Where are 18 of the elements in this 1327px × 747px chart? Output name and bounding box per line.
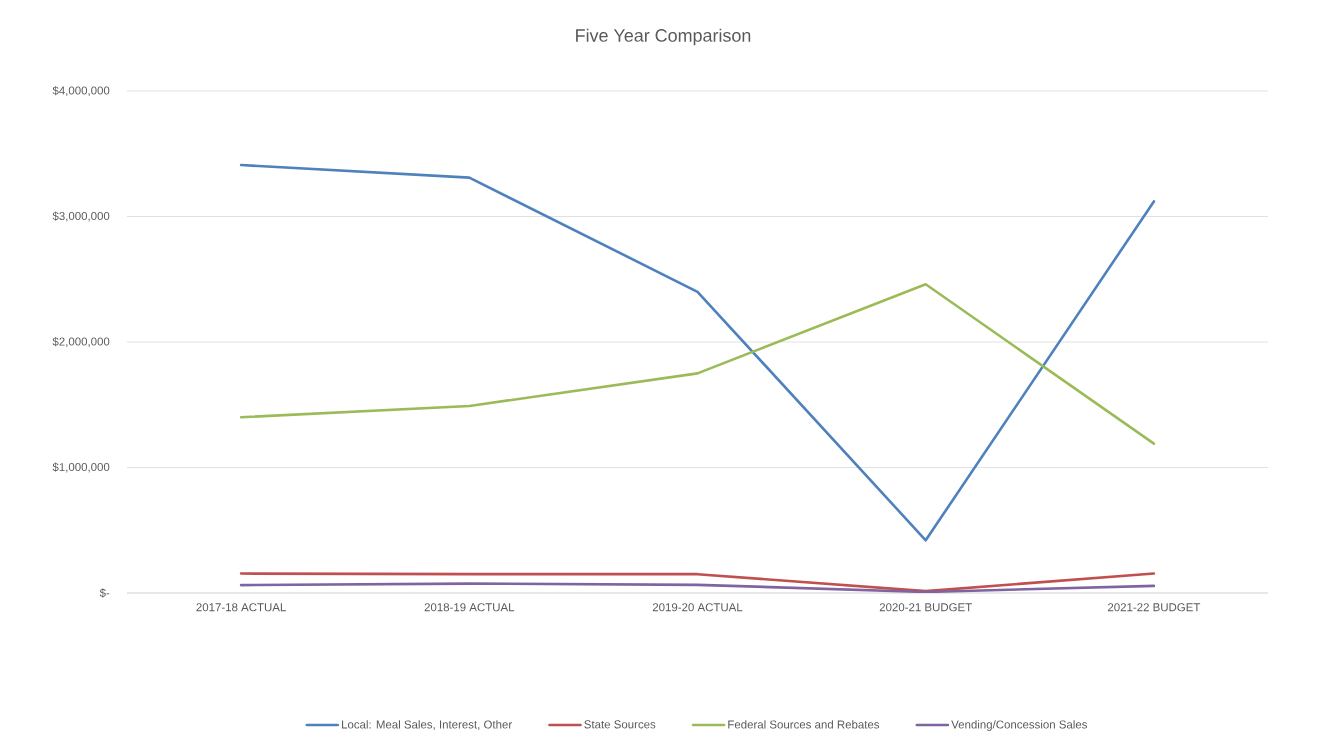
legend-label: Federal Sources and Rebates [728, 720, 880, 729]
x-tick-label: 2021-22 BUDGET [1107, 603, 1201, 612]
x-tick-label: 2018-19 ACTUAL [424, 603, 515, 612]
line-series [239, 582, 1156, 593]
y-tick-label: $- [99, 588, 110, 598]
y-tick-label: $3,000,000 [52, 211, 110, 222]
legend-label: State Sources [584, 720, 656, 729]
x-tick-label: 2020-21 BUDGET [879, 603, 972, 612]
line-series [239, 163, 1156, 542]
legend-label: Local: Meal Sales, Interest, Other [342, 720, 512, 730]
y-tick-label: $4,000,000 [52, 86, 110, 96]
legend-label: Vending/Concession Sales [951, 720, 1088, 731]
x-tick-label: 2017-18 ACTUAL [196, 603, 286, 612]
chart-title: Five Year Comparison [576, 28, 751, 46]
y-tick-label: $1,000,000 [52, 462, 110, 473]
line-series [239, 282, 1156, 445]
x-tick-label: 2019-20 ACTUAL [652, 603, 743, 612]
y-tick-label: $2,000,000 [52, 337, 110, 347]
